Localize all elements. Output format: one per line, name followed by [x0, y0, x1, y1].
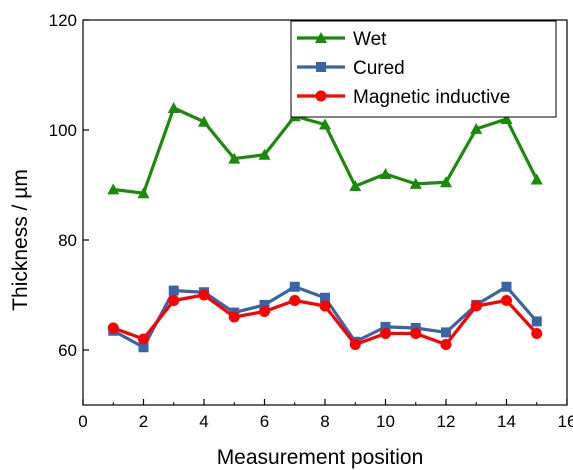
x-tick-label: 16	[558, 412, 573, 431]
series-cured	[108, 281, 542, 353]
data-point-wet	[107, 183, 120, 195]
x-axis-title: Measurement position	[217, 446, 424, 469]
y-tick-label: 80	[58, 231, 77, 250]
data-point-cured	[320, 292, 330, 303]
data-point-wet	[258, 148, 271, 160]
data-point-magnetic-inductive	[259, 306, 270, 317]
x-tick-label: 4	[199, 412, 208, 431]
data-point-magnetic-inductive	[138, 333, 149, 345]
y-axis-title: Thickness / µm	[9, 169, 32, 311]
data-point-magnetic-inductive	[228, 311, 240, 323]
data-point-magnetic-inductive	[470, 300, 482, 312]
data-point-magnetic-inductive	[349, 339, 361, 350]
x-tick-label: 2	[139, 412, 148, 431]
data-point-wet	[500, 113, 513, 124]
data-point-magnetic-inductive	[198, 289, 210, 301]
data-point-cured	[138, 342, 149, 353]
data-point-cured	[531, 316, 542, 327]
data-point-wet	[440, 176, 452, 188]
legend-marker-cured	[316, 62, 326, 72]
x-tick-label: 12	[437, 412, 456, 431]
y-axis-ticks: 60 80 100 120	[49, 11, 89, 360]
data-point-wet	[137, 187, 150, 199]
y-tick-label: 60	[58, 341, 77, 360]
legend-label-cured: Cured	[353, 58, 405, 79]
x-axis-ticks: 0 2 4 6 8 10 12 14 16	[78, 399, 573, 431]
x-tick-label: 6	[260, 412, 269, 431]
data-point-cured	[441, 327, 451, 338]
data-point-wet	[167, 102, 180, 113]
series-wet	[107, 102, 543, 199]
data-point-cured	[168, 285, 179, 296]
data-point-wet	[470, 122, 483, 134]
data-point-cured	[380, 321, 391, 332]
data-point-wet	[349, 180, 362, 192]
data-point-cured	[289, 281, 300, 292]
series-magnetic-inductive	[107, 289, 543, 350]
y-tick-label: 100	[49, 121, 77, 140]
data-point-wet	[379, 168, 392, 179]
series-group	[107, 102, 543, 353]
data-point-magnetic-inductive	[501, 295, 512, 306]
legend-label-wet: Wet	[353, 29, 387, 50]
x-tick-label: 8	[320, 412, 329, 431]
data-point-wet	[319, 118, 331, 130]
data-point-magnetic-inductive	[440, 339, 452, 350]
y-tick-label: 120	[49, 11, 77, 30]
legend-marker-wet	[315, 32, 327, 43]
data-point-magnetic-inductive	[319, 300, 331, 312]
data-point-wet	[228, 152, 241, 164]
data-point-magnetic-inductive	[380, 328, 391, 339]
data-point-cured	[501, 281, 512, 292]
data-point-cured	[259, 299, 270, 310]
data-point-magnetic-inductive	[410, 328, 422, 339]
data-point-magnetic-inductive	[289, 295, 301, 306]
x-tick-label: 10	[376, 412, 395, 431]
x-tick-label: 0	[78, 412, 87, 431]
legend-label-magnetic-inductive: Magnetic inductive	[353, 87, 510, 108]
data-point-magnetic-inductive	[168, 295, 180, 306]
data-point-wet	[198, 115, 210, 127]
legend: Wet Cured Magnetic inductive	[290, 20, 557, 118]
x-tick-label: 14	[497, 412, 516, 431]
data-point-magnetic-inductive	[107, 322, 119, 334]
data-point-magnetic-inductive	[531, 328, 543, 339]
data-point-wet	[530, 173, 543, 185]
data-point-wet	[409, 177, 422, 189]
legend-marker-magnetic-inductive	[315, 90, 327, 102]
